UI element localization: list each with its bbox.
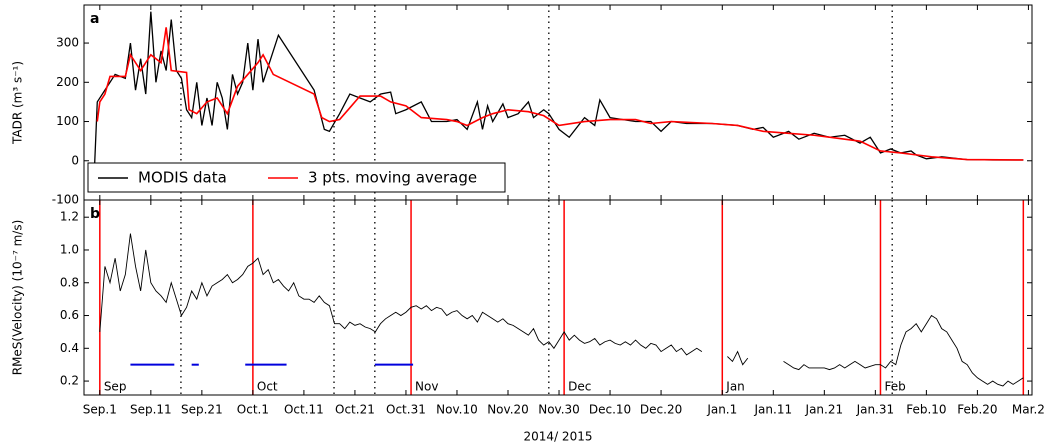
month-label: Jan [725,380,745,394]
data-line [94,11,1024,163]
data-line [96,27,1024,161]
x-tick-label: Mar.2 [1012,403,1045,417]
y-tick-label: 0 [71,153,79,167]
x-tick-label: Oct.31 [386,403,426,417]
legend-label: MODIS data [138,169,227,187]
x-tick-label: Sep.11 [130,403,172,417]
y-axis-label: RMeS(Velocity) (10⁻⁷ m/s) [11,220,25,376]
y-tick-label: 0.4 [60,341,79,355]
y-tick-label: 0.2 [60,374,79,388]
x-axis-label: 2014/ 2015 [524,430,593,444]
panel-label: b [90,206,100,222]
x-tick-label: Jan.11 [754,403,793,417]
x-tick-label: Nov.20 [487,403,529,417]
y-axis-label: TADR (m³ s⁻¹) [11,61,25,145]
panel-label: a [90,11,99,27]
y-tick-label: 1.0 [60,242,79,256]
y-tick-label: -100 [52,193,79,207]
axes-frame [83,199,1033,396]
y-tick-label: 200 [56,75,79,89]
x-tick-label: Sep.21 [181,403,223,417]
x-tick-label: Nov.30 [538,403,580,417]
month-label: Dec [568,380,591,394]
x-tick-label: Jan.31 [856,403,895,417]
data-line [99,233,1024,387]
x-tick-label: Sep.1 [83,403,117,417]
plot-area [99,200,1025,395]
x-tick-label: Nov.10 [436,403,478,417]
y-tick-label: 100 [56,114,79,128]
month-label: Feb [884,380,905,394]
month-label: Nov [415,380,438,394]
plot-area [94,5,1024,200]
x-tick-label: Jan.21 [805,403,844,417]
x-tick-label: Jan.1 [706,403,737,417]
x-tick-label: Dec.10 [589,403,631,417]
legend-label: 3 pts. moving average [308,169,477,187]
x-tick-label: Feb.10 [906,403,946,417]
y-tick-label: 1.2 [60,210,79,224]
x-tick-label: Feb.20 [957,403,997,417]
month-label: Oct [257,380,278,394]
x-tick-label: Dec.20 [640,403,682,417]
y-tick-label: 300 [56,36,79,50]
month-label: Sep [104,380,127,394]
x-tick-label: Oct.11 [284,403,324,417]
x-tick-label: Oct.21 [335,403,375,417]
y-tick-label: 0.8 [60,275,79,289]
y-tick-label: 0.6 [60,308,79,322]
x-tick-label: Oct.1 [237,403,269,417]
legend: MODIS data 3 pts. moving average [87,162,506,193]
